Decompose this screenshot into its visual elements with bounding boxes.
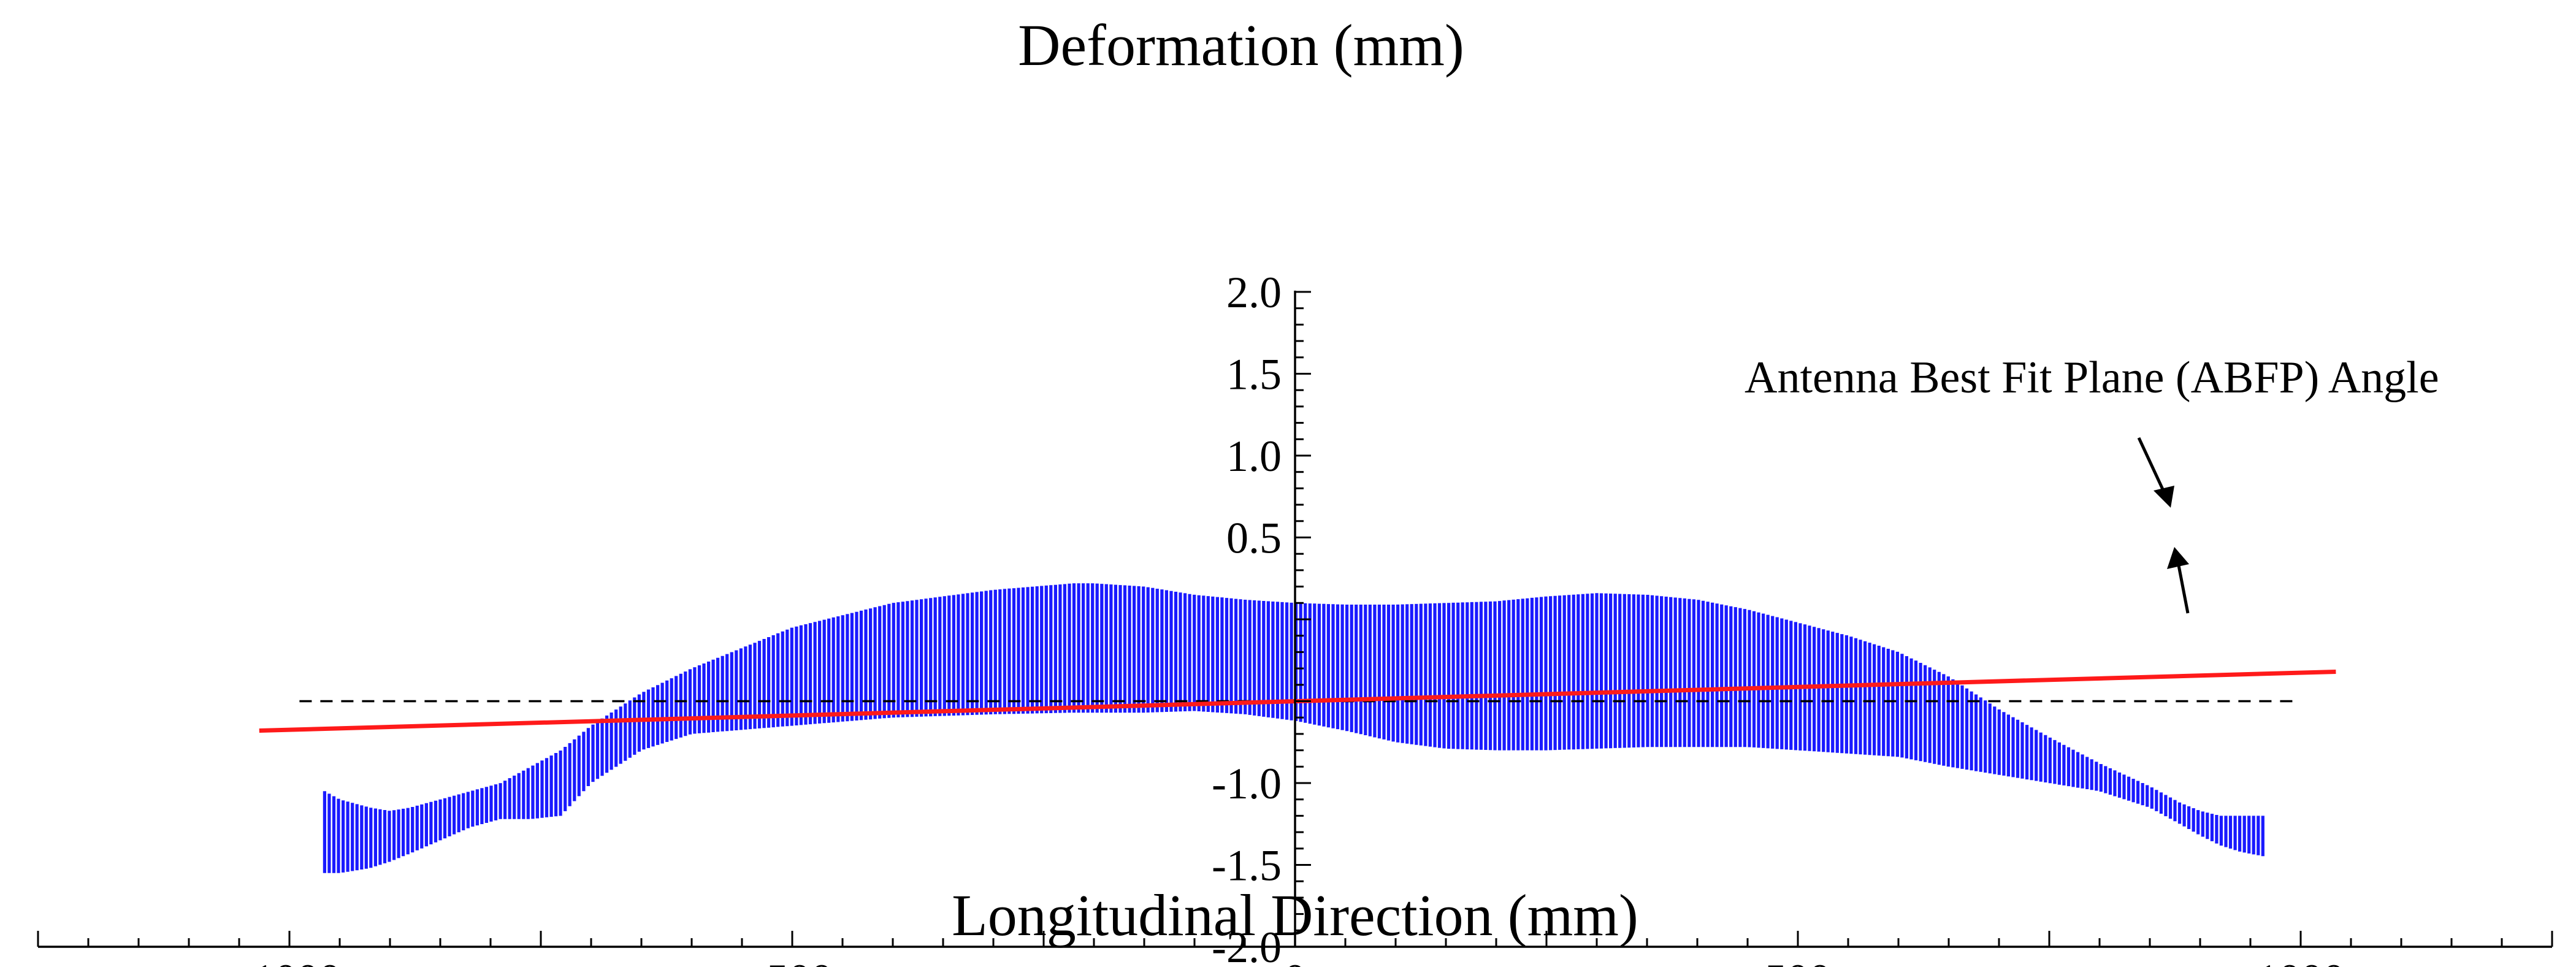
axes: -1000 -500 0 500 1000 -2.0 -1.5 -1.0 0.5 1.0 1.5 2.…: [37, 268, 2553, 967]
y-tick-label: 1.0: [1226, 432, 1282, 481]
abfp-annotation: Antenna Best Fit Plane (ABFP) Angle: [1745, 353, 2439, 403]
arrow-upper-head: [2154, 486, 2174, 508]
arrow-lower-shaft: [2177, 565, 2190, 614]
y-tick-label: -2.0: [1212, 923, 1282, 967]
annotation-arrows: [2137, 437, 2190, 614]
y-tick-label: -1.5: [1212, 841, 1282, 890]
x-tick-label: -500: [752, 955, 833, 967]
x-tick-label: 1000: [2257, 955, 2345, 967]
x-tick-label: 0: [1284, 955, 1306, 967]
chart-title: Deformation (mm): [1018, 12, 1464, 78]
x-tick-label: -1000: [238, 955, 341, 967]
y-tick-label: 2.0: [1226, 268, 1282, 317]
y-tick-label: 1.5: [1226, 350, 1282, 399]
x-tick-label: 500: [1765, 955, 1831, 967]
arrow-lower-head: [2167, 547, 2189, 569]
arrow-upper-shaft: [2137, 437, 2165, 492]
y-tick-label: 0.5: [1226, 514, 1282, 563]
deformation-band: [323, 583, 2265, 873]
x-axis-label: Longitudinal Direction (mm): [952, 882, 1638, 948]
y-tick-label: -1.0: [1212, 759, 1282, 808]
